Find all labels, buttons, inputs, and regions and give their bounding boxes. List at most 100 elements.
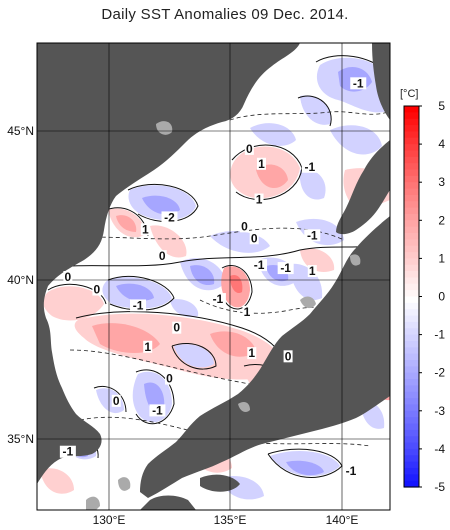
colorbar-segment — [404, 302, 419, 310]
contour-label-background — [161, 211, 178, 224]
map-frame — [36, 42, 391, 511]
contour-label-background — [304, 229, 321, 242]
contour-label: 0 — [94, 283, 101, 297]
colorbar-segment — [404, 461, 419, 469]
kyushu-land — [140, 495, 196, 510]
colorbar-segment — [404, 125, 419, 132]
contour-label: -1 — [133, 298, 144, 312]
colorbar-segment — [404, 290, 419, 298]
colorbar-tick-label: 0 — [438, 290, 445, 304]
contour-label: 1 — [256, 193, 263, 207]
colorbar-segment — [404, 347, 419, 355]
colorbar-tick-label: -4 — [434, 442, 445, 456]
contour-label: -1 — [305, 160, 316, 174]
contour-label: -2 — [164, 210, 175, 224]
colorbar-segment — [404, 353, 419, 361]
contour-label-background — [283, 350, 293, 363]
colorbar-segment — [404, 194, 419, 202]
contour-label: 0 — [251, 231, 258, 245]
colorbar-segment — [404, 423, 419, 431]
contour-label: 1 — [142, 222, 149, 236]
colorbar-segment — [404, 442, 419, 450]
colorbar-segment — [404, 467, 419, 475]
contour-label-background — [240, 220, 250, 233]
graticule — [37, 43, 390, 510]
contour-label-background — [254, 193, 264, 206]
colorbar-segment — [404, 156, 419, 164]
contour-label-background — [140, 223, 150, 236]
contour-label: 0 — [65, 270, 72, 284]
colorbar-segment — [404, 315, 419, 323]
colorbar-tick-label: -5 — [434, 480, 445, 494]
colorbar-tick-label: 1 — [438, 251, 445, 265]
contour-label-background — [251, 259, 268, 272]
contour-label-background — [143, 340, 153, 353]
lon-label-135: 135°E — [214, 513, 247, 527]
contour-label: 0 — [159, 249, 166, 263]
contour-label-background — [157, 250, 167, 263]
goto-island — [86, 496, 100, 510]
colorbar-segment — [404, 455, 419, 463]
colorbar-segment — [404, 175, 419, 183]
colorbar-segment — [404, 106, 419, 113]
colorbar-segment — [404, 264, 419, 272]
contour-label: 1 — [144, 340, 151, 354]
contour-label: -1 — [346, 464, 357, 478]
contour-label: 1 — [248, 346, 255, 360]
contour-label: -1 — [213, 292, 224, 306]
colorbar-tick-label: -2 — [434, 366, 445, 380]
colorbar-segment — [404, 360, 419, 367]
contour-label: 0 — [246, 142, 253, 156]
contour-label-background — [256, 157, 266, 170]
contour-label-background — [165, 372, 174, 385]
contour-label: -1 — [280, 261, 291, 275]
okushiri-island — [350, 254, 361, 266]
rishiri-island — [156, 121, 173, 135]
contour-label: -1 — [307, 228, 318, 242]
contour-label-background — [92, 283, 102, 296]
contour-label: 0 — [173, 321, 180, 335]
colorbar-segment — [404, 213, 419, 221]
colorbar-segment — [404, 480, 419, 488]
colorbar-segment — [404, 245, 419, 253]
contour-label: 1 — [258, 157, 265, 171]
colorbar-segment — [404, 410, 419, 418]
contour-label-background — [301, 160, 318, 173]
contour-label: 1 — [309, 264, 316, 278]
colorbar-segment — [404, 144, 419, 152]
colorbar-segment — [404, 334, 419, 342]
contour-label-background — [130, 299, 147, 312]
colorbar-tick-label: 5 — [438, 99, 445, 113]
colorbar-tick-label: -3 — [434, 404, 445, 418]
contour-label: -1 — [254, 258, 265, 272]
colorbar-unit-label: [°C] — [400, 88, 419, 100]
colorbar-segment — [404, 220, 419, 228]
colorbar-segment — [404, 112, 419, 120]
colorbar-segment — [404, 201, 419, 209]
colorbar-segment — [404, 404, 419, 412]
colorbar-segment — [404, 379, 419, 386]
colorbar-tick-label: 4 — [438, 137, 445, 151]
sado-island — [300, 296, 316, 309]
contour-label: 0 — [285, 349, 292, 363]
colorbar-segment — [404, 328, 419, 336]
colorbar-tick-label: 3 — [438, 175, 445, 189]
colorbar-segment — [404, 258, 419, 266]
colorbar-segment — [404, 233, 419, 240]
anomaly-shading — [40, 57, 390, 500]
colorbar-segment — [404, 340, 419, 348]
colorbar-segment — [404, 150, 419, 158]
axis-labels: 45°N 40°N 35°N 130°E 135°E 140°E — [7, 124, 358, 527]
lat-label-35: 35°N — [7, 432, 34, 446]
honshu-land — [140, 216, 390, 498]
colorbar-segment — [404, 429, 419, 437]
colorbar-segment — [404, 239, 419, 247]
colorbar-segment — [404, 252, 419, 259]
contour-label-background — [59, 445, 76, 458]
colorbar-segment — [404, 277, 419, 285]
colorbar-tick-label: -1 — [434, 328, 445, 342]
colorbar-segment — [404, 137, 419, 145]
contour-label-layer: -1-201 -111 00 -10-1 -1 100-1-1 101 1 000-1-1-1 — [59, 76, 367, 478]
contour-label-background — [247, 347, 257, 360]
hokkaido-land — [336, 140, 390, 235]
